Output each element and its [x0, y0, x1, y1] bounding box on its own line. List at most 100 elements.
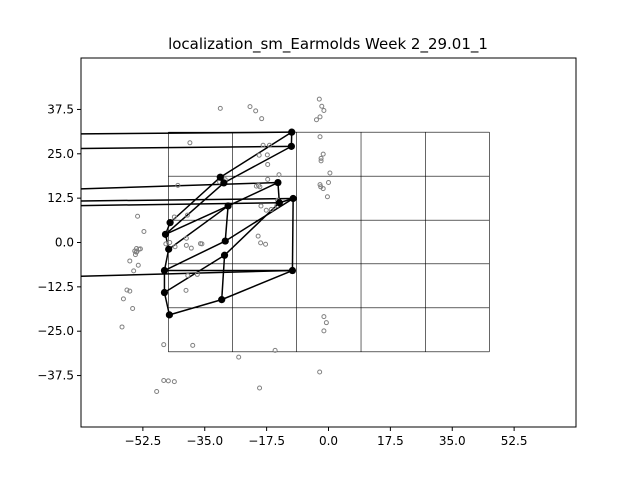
data-point — [187, 140, 193, 146]
data-point — [263, 207, 269, 213]
polygon-edge-layer — [81, 131, 294, 316]
data-point — [120, 296, 126, 302]
data-point — [184, 212, 190, 218]
y-tick-label: −25.0 — [37, 324, 74, 338]
polygon-edge — [165, 182, 225, 235]
y-tick-label: −12.5 — [37, 280, 74, 294]
y-tick-label: 0.0 — [55, 236, 74, 250]
data-point — [133, 249, 139, 255]
y-tick-label: −37.5 — [37, 369, 74, 383]
polygon-edge — [221, 269, 293, 301]
polygon-edge — [164, 240, 226, 272]
polygon-edge — [81, 131, 292, 135]
data-point — [320, 151, 326, 157]
data-point — [321, 328, 327, 334]
chart-title: localization_sm_Earmolds Week 2_29.01_1 — [168, 35, 488, 54]
data-point — [194, 271, 200, 277]
polygon-edge — [164, 254, 225, 294]
axes-layer: −52.5 −35.0 −17.5 0.0 17.5 35.0 52.5 −37.5 −25.0… — [37, 57, 577, 448]
data-point — [119, 324, 125, 330]
data-point — [264, 152, 270, 158]
polygon-edge — [219, 131, 293, 178]
x-tick-label: 17.5 — [377, 434, 404, 448]
polygon-edge — [163, 292, 171, 316]
data-point — [257, 385, 263, 391]
data-point — [324, 194, 330, 200]
polygon-edge — [220, 255, 226, 300]
polygon-vertex — [287, 142, 295, 150]
data-point — [217, 105, 223, 111]
data-point — [247, 104, 253, 110]
data-point — [236, 354, 242, 360]
polygon-vertex — [160, 266, 169, 275]
data-point — [185, 272, 191, 278]
data-point — [124, 287, 130, 293]
grid-layer — [168, 131, 490, 353]
polygon-edge — [224, 205, 229, 242]
polygon-vertex — [160, 288, 169, 297]
data-point — [265, 161, 271, 167]
plot-frame — [80, 57, 577, 428]
y-tick-label: 25.0 — [47, 147, 74, 161]
data-point — [257, 184, 263, 190]
data-point — [316, 96, 322, 102]
polygon-vertex — [288, 128, 296, 136]
x-tick-label: −52.5 — [124, 434, 161, 448]
data-point — [260, 142, 266, 148]
polygon-edge — [227, 181, 279, 207]
polygon-edge — [223, 145, 292, 184]
data-point — [161, 378, 167, 384]
polygon-edge — [81, 202, 280, 207]
data-point — [171, 214, 177, 220]
y-tick-label: 12.5 — [47, 191, 74, 205]
polygon-vertex — [275, 199, 283, 207]
polygon-edge — [291, 198, 294, 271]
polygon-vertex — [165, 245, 173, 253]
x-tick-label: 52.5 — [501, 434, 528, 448]
data-point — [321, 108, 327, 114]
data-point — [190, 342, 196, 348]
data-point — [255, 182, 261, 188]
data-point — [163, 241, 169, 247]
data-point — [137, 246, 143, 252]
data-point — [265, 176, 271, 182]
data-point — [253, 108, 259, 114]
polygon-vertex — [165, 311, 173, 319]
data-point — [172, 244, 178, 250]
data-point — [132, 252, 138, 258]
data-point — [175, 182, 181, 188]
data-point — [268, 207, 274, 213]
polygon-vertex — [224, 202, 232, 210]
data-point — [317, 134, 323, 140]
x-tick-label: −17.5 — [248, 434, 285, 448]
data-point — [318, 155, 324, 161]
data-point — [127, 288, 133, 294]
data-point — [188, 245, 194, 251]
data-point — [321, 314, 327, 320]
x-tick-label: −35.0 — [186, 434, 223, 448]
data-point — [258, 240, 264, 246]
data-point — [256, 152, 262, 158]
data-point — [320, 186, 326, 192]
data-point — [161, 342, 167, 348]
polygon-edge — [81, 145, 292, 150]
x-tick-label: 0.0 — [319, 434, 338, 448]
polygon-vertex — [161, 230, 170, 238]
data-point — [130, 305, 136, 311]
data-point — [272, 347, 278, 353]
polygon-vertex-layer — [160, 128, 297, 319]
polygon-edge — [81, 197, 294, 202]
polygon-vertex — [218, 296, 226, 304]
x-tick-label: 35.0 — [439, 434, 466, 448]
data-point — [135, 213, 141, 219]
data-point — [141, 229, 147, 235]
data-point — [317, 114, 323, 120]
data-point — [258, 203, 264, 209]
data-point — [317, 369, 323, 375]
polygon-vertex — [288, 266, 297, 275]
data-point — [319, 103, 325, 109]
polygon-edge — [163, 249, 170, 271]
polygon-vertex — [166, 219, 174, 227]
data-point — [165, 378, 171, 384]
data-point-layer — [119, 96, 333, 395]
